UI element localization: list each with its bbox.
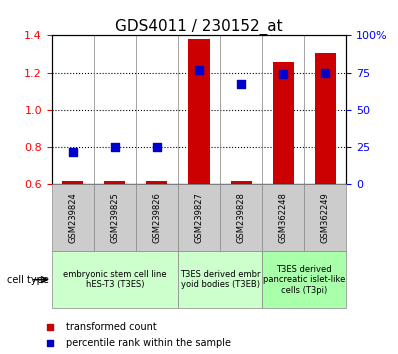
Bar (220, 184, 262, 251)
Point (280, 72, 286, 77)
Bar (52, 184, 94, 251)
Bar (146, 181, 168, 184)
Bar (230, 181, 252, 184)
Text: percentile rank within the sample: percentile rank within the sample (66, 338, 230, 348)
Point (154, 144, 160, 150)
Text: cell type: cell type (7, 275, 49, 285)
Point (322, 71, 328, 76)
Bar (304, 184, 346, 251)
Point (47, 325, 53, 330)
Bar (273, 62, 294, 184)
Point (238, 81, 244, 87)
Bar (62, 181, 83, 184)
Bar (315, 53, 336, 184)
Bar (136, 184, 178, 251)
Text: GSM362249: GSM362249 (321, 192, 330, 243)
Text: T3ES derived
pancreatic islet-like
cells (T3pi): T3ES derived pancreatic islet-like cells… (263, 265, 345, 295)
Point (112, 144, 118, 150)
Bar (178, 251, 262, 308)
Bar (262, 251, 346, 308)
Text: GSM239828: GSM239828 (236, 192, 246, 243)
Bar (189, 39, 209, 184)
Title: GDS4011 / 230152_at: GDS4011 / 230152_at (115, 19, 283, 35)
Text: embryonic stem cell line
hES-T3 (T3ES): embryonic stem cell line hES-T3 (T3ES) (63, 270, 167, 289)
Bar (94, 184, 136, 251)
Point (70, 149, 76, 154)
Text: GSM239825: GSM239825 (110, 192, 119, 243)
Bar (262, 184, 304, 251)
Text: T3ES derived embr
yoid bodies (T3EB): T3ES derived embr yoid bodies (T3EB) (180, 270, 260, 289)
Text: GSM239827: GSM239827 (195, 192, 203, 243)
Text: transformed count: transformed count (66, 322, 156, 332)
Bar (104, 181, 125, 184)
Point (196, 67, 202, 73)
Text: GSM362248: GSM362248 (279, 192, 288, 243)
Text: GSM239824: GSM239824 (68, 192, 77, 243)
Bar (178, 184, 220, 251)
Bar (52, 251, 178, 308)
Text: GSM239826: GSM239826 (152, 192, 162, 243)
Point (47, 341, 53, 346)
